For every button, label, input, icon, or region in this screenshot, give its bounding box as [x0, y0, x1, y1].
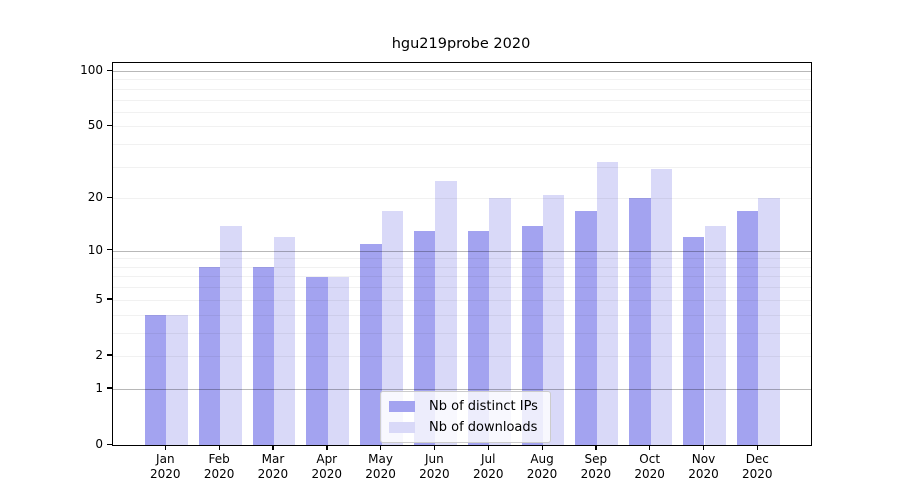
bar-downloads-aug — [543, 194, 565, 445]
x-tick-label-mar: Mar 2020 — [257, 452, 289, 481]
bar-downloads-oct — [650, 169, 673, 445]
bar-ips-dec — [736, 210, 759, 445]
x-tick-jan — [164, 445, 167, 450]
y-tick-label-0: 0 — [95, 437, 103, 451]
y-tick-label-50: 50 — [87, 118, 103, 133]
legend-swatch-distinct-ips — [389, 401, 415, 412]
bar-downloads-nov — [704, 225, 726, 445]
y-tick-10 — [107, 249, 112, 251]
x-tick-label-feb: Feb 2020 — [203, 452, 235, 481]
y-tick-100 — [107, 69, 112, 71]
legend-swatch-downloads — [389, 422, 415, 433]
x-tick-jul — [487, 445, 490, 450]
x-tick-may — [380, 445, 382, 450]
x-tick-jun — [433, 445, 436, 450]
y-tick-label-20: 20 — [87, 190, 103, 205]
bar-downloads-may — [381, 210, 403, 445]
x-tick-label-dec: Dec 2020 — [742, 452, 773, 481]
bar-ips-apr — [306, 276, 328, 445]
plot-area — [112, 62, 812, 446]
legend-label-distinct-ips: Nb of distinct IPs — [429, 399, 538, 414]
x-tick-label-jul: Jul 2020 — [472, 452, 504, 481]
bar-downloads-dec — [758, 198, 780, 445]
legend-row-distinct-ips: Nb of distinct IPs — [389, 397, 538, 416]
bar-downloads-mar — [273, 237, 296, 445]
x-tick-nov — [703, 445, 705, 450]
x-tick-label-oct: Oct 2020 — [634, 452, 665, 481]
x-tick-label-nov: Nov 2020 — [688, 452, 719, 481]
x-tick-dec — [756, 445, 759, 450]
x-tick-label-may: May 2020 — [365, 452, 396, 481]
bar-downloads-apr — [327, 276, 350, 445]
bar-downloads-feb — [220, 225, 242, 445]
bar-downloads-jul — [489, 198, 511, 445]
bar-ips-sep — [575, 210, 597, 445]
legend-label-downloads: Nb of downloads — [429, 420, 538, 435]
x-tick-label-aug: Aug 2020 — [526, 452, 558, 481]
y-tick-label-5: 5 — [95, 291, 103, 306]
y-tick-5 — [107, 298, 112, 300]
bar-ips-nov — [683, 237, 705, 445]
x-tick-aug — [541, 445, 543, 450]
x-tick-label-jun: Jun 2020 — [419, 452, 450, 481]
x-tick-sep — [595, 445, 597, 450]
y-tick-20 — [107, 196, 112, 199]
bar-ips-feb — [198, 266, 221, 445]
y-tick-1 — [107, 387, 112, 389]
x-tick-mar — [272, 445, 274, 450]
x-tick-apr — [326, 445, 328, 450]
bar-ips-oct — [629, 198, 651, 445]
x-tick-label-sep: Sep 2020 — [580, 452, 612, 481]
bar-ips-may — [360, 243, 382, 445]
bar-ips-jan — [144, 314, 167, 445]
y-tick-0 — [107, 443, 112, 445]
y-tick-label-10: 10 — [87, 242, 103, 257]
legend-row-downloads: Nb of downloads — [389, 418, 538, 437]
y-tick-50 — [107, 124, 112, 127]
bar-downloads-sep — [596, 161, 619, 445]
bar-downloads-jun — [435, 180, 457, 445]
y-tick-label-1: 1 — [95, 380, 103, 395]
x-tick-label-jan: Jan 2020 — [150, 452, 181, 481]
y-tick-2 — [107, 354, 112, 356]
bar-ips-mar — [252, 266, 274, 445]
bar-downloads-jan — [166, 314, 188, 445]
x-tick-label-apr: Apr 2020 — [311, 452, 343, 481]
bars-layer — [113, 63, 811, 445]
y-tick-label-2: 2 — [95, 347, 103, 362]
x-tick-oct — [649, 445, 651, 450]
y-tick-label-100: 100 — [80, 63, 103, 77]
x-tick-feb — [218, 445, 220, 450]
legend: Nb of distinct IPs Nb of downloads — [380, 391, 551, 443]
bar-ips-aug — [521, 225, 544, 445]
chart-title: hgu219probe 2020 — [391, 36, 531, 52]
